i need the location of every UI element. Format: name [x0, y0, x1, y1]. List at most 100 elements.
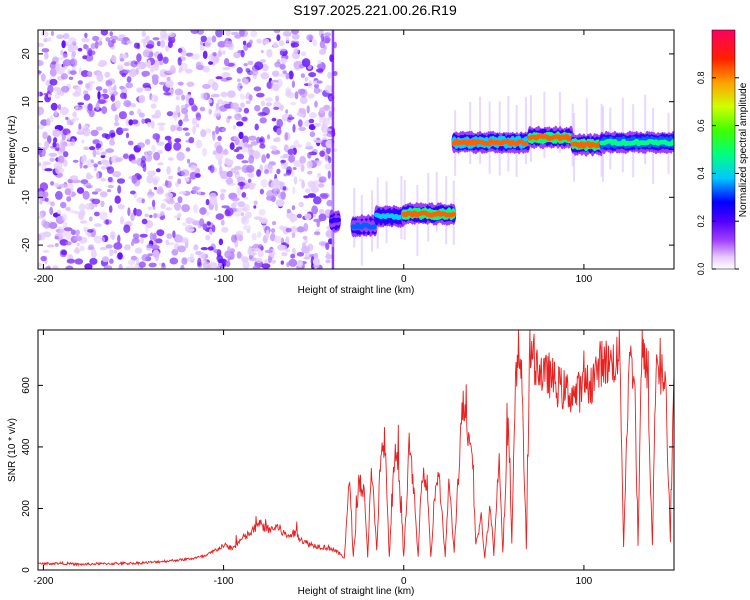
noise-cell [266, 48, 273, 58]
y-tick-label: 10 [21, 96, 32, 108]
noise-cell [308, 118, 315, 124]
noise-cell [192, 204, 199, 213]
noise-cell [85, 54, 94, 62]
noise-cell [293, 139, 300, 149]
noise-cell [296, 213, 302, 219]
noise-cell [202, 84, 211, 89]
signal-cell [670, 139, 674, 145]
noise-cell [182, 222, 187, 226]
noise-cell [83, 146, 90, 151]
noise-cell [199, 106, 206, 112]
y-tick-label: 200 [21, 500, 32, 517]
noise-cell [325, 259, 331, 264]
noise-cell [288, 154, 296, 163]
noise-cell [97, 71, 101, 77]
noise-cell [249, 39, 253, 45]
noise-cell [318, 213, 327, 222]
noise-cell [104, 71, 111, 78]
noise-cell [109, 31, 113, 37]
signal-streak [585, 98, 588, 157]
noise-cell [60, 249, 67, 256]
noise-cell [266, 153, 270, 159]
noise-cell [189, 171, 197, 180]
noise-cell [291, 80, 295, 88]
noise-cell [117, 234, 121, 244]
noise-cell [326, 252, 330, 257]
noise-cell [307, 170, 313, 175]
noise-cell [177, 196, 183, 204]
noise-cell [54, 110, 58, 117]
noise-cell [319, 150, 325, 157]
noise-cell [297, 119, 303, 127]
noise-cell [256, 169, 262, 177]
y-tick-label: 0 [21, 567, 32, 573]
noise-cell [94, 40, 99, 49]
noise-cell [199, 207, 207, 215]
noise-cell [82, 127, 91, 137]
noise-cell [116, 178, 126, 184]
noise-cell [221, 128, 226, 132]
noise-cell [136, 142, 145, 149]
noise-cell [289, 213, 298, 222]
noise-cell [264, 97, 273, 102]
noise-cell [48, 152, 58, 157]
noise-cell [272, 70, 280, 77]
signal-streak [479, 96, 482, 164]
noise-cell [285, 249, 291, 253]
noise-cell [141, 30, 146, 38]
noise-cell [307, 80, 313, 89]
noise-cell [252, 265, 260, 269]
noise-cell [222, 50, 226, 55]
noise-cell [52, 141, 57, 148]
noise-cell [195, 139, 203, 149]
noise-cell [226, 76, 233, 81]
noise-cell [168, 175, 174, 180]
noise-cell [177, 178, 182, 185]
noise-cell [94, 188, 102, 193]
signal-streak [400, 175, 403, 239]
signal-streak [644, 94, 647, 165]
noise-cell [252, 243, 260, 249]
noise-cell [46, 244, 55, 248]
noise-cell [159, 211, 165, 217]
noise-cell [38, 42, 45, 47]
noise-cell [66, 258, 75, 264]
noise-cell [100, 165, 107, 170]
noise-cell [190, 165, 198, 171]
noise-cell [86, 71, 93, 78]
noise-cell [224, 58, 230, 66]
noise-cell [81, 73, 88, 78]
noise-cell [87, 232, 92, 238]
noise-cell [318, 241, 328, 246]
noise-cell [65, 265, 74, 269]
noise-cell [241, 160, 249, 164]
noise-cell [98, 40, 103, 46]
noise-cell [267, 164, 273, 169]
noise-cell [53, 137, 58, 144]
noise-cell [250, 141, 258, 146]
noise-cell [130, 241, 135, 247]
noise-cell [129, 110, 135, 116]
noise-cell [92, 35, 100, 42]
noise-cell [49, 68, 57, 77]
noise-cell [276, 168, 281, 175]
noise-cell [265, 229, 270, 238]
noise-cell [185, 228, 195, 232]
noise-cell [243, 78, 249, 85]
noise-cell [259, 143, 266, 149]
noise-cell [138, 94, 146, 104]
noise-cell [174, 88, 184, 96]
noise-cell [250, 251, 257, 256]
noise-cell [288, 114, 293, 118]
x-tick-label: -100 [214, 274, 234, 285]
noise-cell [217, 259, 225, 263]
noise-cell [300, 73, 306, 78]
noise-cell [320, 194, 329, 200]
noise-cell [65, 241, 72, 246]
noise-cell [311, 205, 318, 215]
noise-cell [52, 265, 59, 269]
noise-cell [275, 199, 285, 207]
noise-cell [179, 62, 188, 72]
noise-cell [156, 229, 165, 237]
